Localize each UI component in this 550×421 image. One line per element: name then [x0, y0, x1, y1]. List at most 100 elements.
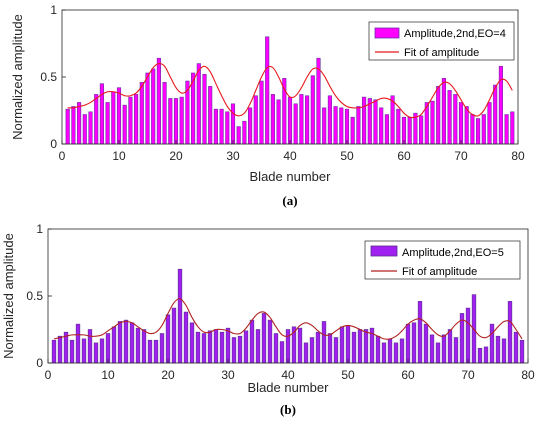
bar-b-11 — [111, 326, 117, 364]
bar-a-79 — [510, 111, 515, 145]
bar-b-75 — [495, 335, 501, 364]
bar-b-20 — [165, 314, 171, 364]
bar-a-74 — [481, 114, 486, 145]
bar-b-74 — [489, 323, 495, 364]
bar-a-36 — [265, 36, 270, 145]
bar-b-27 — [207, 330, 213, 364]
bar-b-10 — [105, 333, 111, 364]
bar-a-44 — [310, 75, 315, 145]
bar-b-33 — [243, 330, 249, 364]
x-tick-label-a-80: 80 — [511, 149, 525, 163]
bar-b-50 — [345, 325, 351, 364]
bar-a-10 — [116, 87, 122, 145]
bar-b-57 — [387, 338, 393, 364]
bar-b-43 — [303, 342, 309, 364]
x-tick-label-b-70: 70 — [461, 368, 475, 382]
bar-b-51 — [351, 331, 357, 364]
bar-a-78 — [504, 114, 509, 145]
bar-b-32 — [237, 335, 243, 364]
panel-label-a: (a) — [282, 193, 297, 208]
bar-b-72 — [477, 347, 483, 364]
bar-a-35 — [259, 80, 264, 145]
bar-b-4 — [69, 339, 75, 364]
bar-b-53 — [363, 329, 369, 364]
bar-b-16 — [141, 329, 147, 364]
bar-b-24 — [189, 322, 195, 364]
bar-a-69 — [453, 94, 458, 145]
bar-b-76 — [501, 338, 507, 364]
bar-a-61 — [407, 116, 412, 145]
bar-b-40 — [285, 329, 291, 364]
bar-a-45 — [316, 57, 321, 145]
bar-b-62 — [417, 301, 423, 364]
bar-b-44 — [309, 337, 315, 364]
bar-b-79 — [519, 339, 525, 364]
x-axis-label-b: Blade number — [248, 380, 330, 395]
bar-b-31 — [231, 337, 237, 364]
bar-b-66 — [441, 334, 447, 364]
bar-a-33 — [248, 107, 253, 145]
bar-a-27 — [213, 108, 218, 145]
bar-b-77 — [507, 301, 513, 364]
bar-a-6 — [94, 94, 99, 145]
bar-b-46 — [321, 321, 327, 364]
bar-b-2 — [57, 335, 63, 364]
legend-label-line-a: Fit of amplitude — [404, 47, 479, 59]
bar-a-17 — [156, 57, 161, 145]
axes-box-a — [61, 9, 519, 145]
bar-b-38 — [273, 333, 279, 364]
bar-a-49 — [339, 107, 344, 145]
bar-a-46 — [322, 107, 327, 145]
bar-a-14 — [139, 82, 144, 145]
bar-b-9 — [99, 338, 105, 364]
bar-a-53 — [362, 96, 367, 145]
legend-b: Amplitude,2nd,EO=5 Fit of amplitude — [364, 240, 521, 280]
bar-b-45 — [315, 331, 321, 364]
bar-b-64 — [429, 334, 435, 364]
bar-b-60 — [405, 323, 411, 364]
bar-a-58 — [390, 95, 395, 145]
bar-a-7 — [99, 83, 104, 145]
bar-a-34 — [253, 95, 258, 145]
bar-a-40 — [287, 96, 293, 145]
bar-a-43 — [305, 95, 310, 145]
x-ticks-a: 0 10 20 30 40 50 60 70 80 — [59, 140, 525, 163]
bar-b-12 — [117, 321, 123, 364]
bar-b-18 — [153, 339, 159, 364]
axes-box-b — [47, 228, 529, 364]
bar-a-12 — [128, 96, 133, 145]
bar-b-56 — [381, 342, 387, 364]
bar-b-34 — [249, 319, 255, 364]
y-tick-label-b-0.5: 0.5 — [26, 289, 43, 303]
bar-a-52 — [356, 106, 361, 145]
bar-a-42 — [299, 94, 304, 145]
bar-b-5 — [75, 323, 81, 364]
x-ticks-b: 0 10 20 30 40 50 60 70 80 — [45, 359, 535, 382]
y-tick-label-a-0: 0 — [50, 137, 57, 151]
panel-label-b: (b) — [280, 402, 296, 417]
bar-a-76 — [493, 84, 498, 145]
bar-a-55 — [373, 99, 378, 145]
bar-a-41 — [293, 103, 298, 145]
bar-b-26 — [201, 333, 207, 364]
bar-a-16 — [151, 68, 156, 145]
y-ticks-b: 00.51 — [26, 222, 52, 370]
bar-a-3 — [77, 102, 82, 145]
bar-b-23 — [183, 311, 189, 364]
bar-b-8 — [93, 342, 99, 364]
bar-a-71 — [464, 106, 469, 145]
bar-a-70 — [458, 102, 464, 145]
bar-a-19 — [168, 98, 173, 145]
fit-line-b — [53, 298, 523, 340]
x-tick-label-a-70: 70 — [454, 149, 468, 163]
bar-b-15 — [135, 327, 141, 364]
x-tick-label-a-40: 40 — [283, 149, 297, 163]
bar-a-26 — [208, 86, 213, 145]
bar-a-29 — [225, 111, 230, 145]
bar-a-20 — [173, 98, 179, 145]
bar-a-65 — [430, 100, 435, 145]
y-tick-label-a-0.5: 0.5 — [40, 70, 57, 84]
x-tick-label-b-40: 40 — [281, 368, 295, 382]
bar-a-25 — [202, 74, 207, 145]
bar-b-78 — [513, 331, 519, 364]
